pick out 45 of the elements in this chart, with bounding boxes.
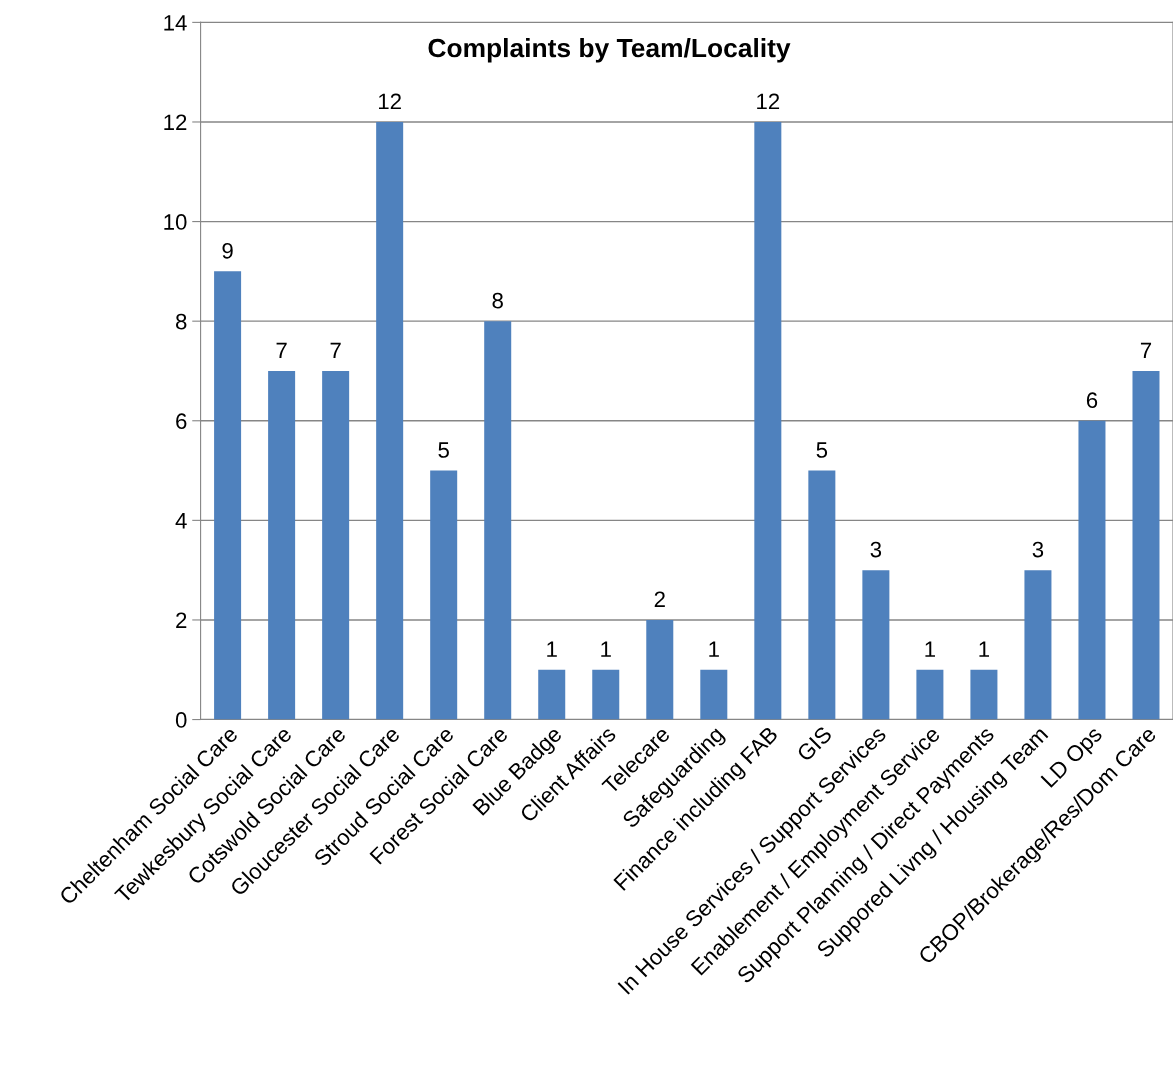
y-tick-label: 14 [164,15,187,31]
bar [862,570,890,720]
text: Complaints by Team/Locality [428,37,791,63]
data-label: 7 [1140,342,1152,359]
data-label: 6 [1086,392,1098,409]
data-label: 7 [330,342,341,359]
bar [430,470,458,720]
data-label: 5 [438,442,449,458]
bar [538,669,566,720]
bar [754,121,782,720]
data-label: 1 [709,641,719,657]
data-label: 1 [547,641,557,657]
bar [970,669,998,720]
data-label: 1 [601,641,611,657]
bar [214,271,242,720]
bar [1078,420,1106,720]
bar [808,470,836,720]
bar [592,669,620,720]
data-label: 8 [492,292,503,309]
bar [1024,570,1052,720]
y-tick-label: 0 [175,712,187,728]
y-tick-label: 2 [176,612,187,629]
data-label: 9 [222,242,233,259]
bar [484,321,512,720]
data-label: 7 [276,342,287,359]
data-label: 1 [925,641,935,657]
data-label: 12 [757,93,780,110]
y-tick-label: 8 [176,313,187,330]
data-label: 2 [654,591,665,608]
data-label: 12 [379,93,401,110]
bar [646,619,674,720]
y-tick-label: 10 [164,214,187,230]
bar [916,669,944,720]
bar [268,370,296,720]
bar [322,370,350,720]
y-tick-label: 4 [175,513,187,529]
y-tick-label: 12 [164,114,187,131]
y-tick-label: 6 [176,413,187,430]
data-label: 1 [979,641,990,657]
data-label: 3 [1032,541,1044,558]
data-label: 3 [870,541,882,558]
bar [1132,370,1160,720]
bar [376,121,404,720]
data-label: 5 [816,442,828,458]
bar [700,669,728,720]
